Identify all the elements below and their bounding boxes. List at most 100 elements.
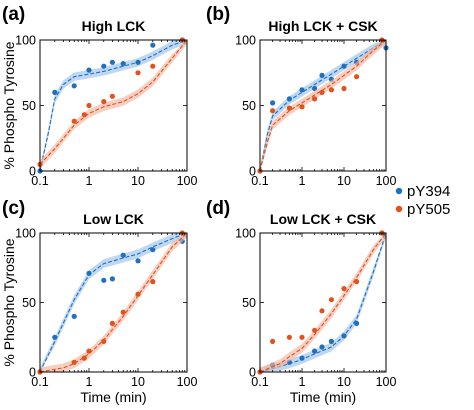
data-point: [286, 105, 292, 111]
y-tick-label: 50: [22, 296, 36, 310]
data-point: [354, 320, 360, 326]
data-point: [120, 309, 126, 315]
data-point: [312, 85, 318, 92]
x-tick-label: 0.1: [251, 375, 268, 389]
data-point: [150, 63, 156, 69]
y-tick-label: 0: [249, 366, 256, 380]
y-axis-label: % Phospho Tyrosine: [1, 41, 17, 169]
data-point: [312, 348, 318, 354]
series-py505: [257, 37, 387, 174]
x-tick-label: 0.1: [31, 174, 48, 188]
data-point: [270, 338, 276, 344]
confidence-band: [40, 40, 187, 171]
data-point: [71, 83, 77, 89]
confidence-band: [260, 40, 386, 171]
series-py394: [257, 230, 387, 375]
data-point: [328, 297, 334, 303]
data-point: [312, 96, 318, 102]
legend-marker: [395, 205, 403, 213]
panel-title: Low LCK + CSK: [270, 211, 376, 227]
data-point: [150, 247, 156, 253]
confidence-band: [260, 233, 386, 372]
data-point: [150, 279, 156, 285]
data-point: [81, 355, 87, 361]
fit-line: [259, 232, 387, 373]
x-tick-label: 10: [337, 375, 351, 389]
confidence-band: [260, 233, 386, 372]
confidence-band: [40, 233, 187, 372]
data-point: [286, 96, 292, 102]
confidence-band: [260, 40, 386, 171]
x-tick-label: 1: [86, 375, 93, 389]
legend-label: pY505: [407, 201, 450, 218]
data-point: [71, 359, 77, 365]
data-point: [135, 59, 141, 65]
legend-label: pY394: [407, 183, 450, 200]
data-point: [135, 258, 141, 264]
x-tick-label: 10: [131, 174, 145, 188]
panel-letter: (c): [2, 198, 25, 219]
fit-line: [259, 39, 387, 172]
confidence-band: [40, 233, 187, 372]
fit-line: [259, 232, 387, 373]
data-point: [341, 286, 347, 292]
data-point: [286, 334, 292, 340]
y-tick-label: 50: [242, 99, 256, 113]
data-point: [354, 74, 360, 80]
data-point: [86, 348, 92, 354]
series-py394: [257, 39, 389, 174]
data-point: [101, 63, 107, 69]
data-point: [109, 320, 115, 326]
data-point: [86, 67, 92, 73]
data-point: [86, 102, 92, 109]
x-tick-label: 1: [86, 174, 93, 188]
x-tick-label: 10: [131, 375, 145, 389]
y-tick-label: 50: [242, 296, 256, 310]
data-point: [328, 87, 334, 93]
panel-title: High LCK + CSK: [268, 18, 377, 34]
x-tick-label: 100: [177, 174, 198, 188]
data-point: [150, 42, 156, 48]
x-tick-label: 100: [376, 174, 397, 188]
data-point: [299, 355, 305, 361]
data-point: [270, 100, 276, 106]
y-tick-label: 0: [249, 165, 256, 179]
data-point: [354, 279, 360, 285]
y-tick-label: 50: [22, 99, 36, 113]
x-tick-label: 1: [299, 174, 306, 188]
data-point: [101, 99, 107, 105]
panel-2: (b) High LCK + CSK 0.1 1 10 100 0 50 100: [206, 4, 396, 188]
y-tick-label: 100: [235, 227, 256, 241]
data-point: [328, 338, 334, 344]
data-point: [101, 277, 107, 283]
data-point: [71, 118, 77, 124]
series-py505: [37, 230, 188, 375]
x-tick-label: 0.1: [251, 174, 268, 188]
x-tick-label: 100: [177, 375, 198, 389]
data-point: [109, 59, 115, 65]
panel-title: High LCK: [82, 18, 146, 34]
data-point: [319, 308, 325, 314]
data-point: [319, 344, 325, 350]
y-tick-label: 100: [15, 34, 36, 48]
data-point: [120, 252, 126, 258]
y-tick-label: 0: [29, 366, 36, 380]
y-axis-label: % Phospho Tyrosine: [1, 238, 17, 366]
fit-line: [39, 39, 188, 165]
x-axis-label: Time (min): [290, 389, 356, 405]
data-point: [81, 112, 87, 118]
panel-letter: (a): [2, 4, 25, 25]
data-point: [135, 70, 141, 76]
data-point: [270, 108, 276, 114]
data-point: [299, 334, 305, 340]
x-tick-label: 1: [299, 375, 306, 389]
y-tick-label: 100: [15, 227, 36, 241]
y-tick-label: 0: [29, 165, 36, 179]
x-tick-label: 10: [337, 174, 351, 188]
data-point: [52, 334, 58, 340]
data-point: [299, 104, 305, 110]
series-py505: [37, 37, 188, 169]
